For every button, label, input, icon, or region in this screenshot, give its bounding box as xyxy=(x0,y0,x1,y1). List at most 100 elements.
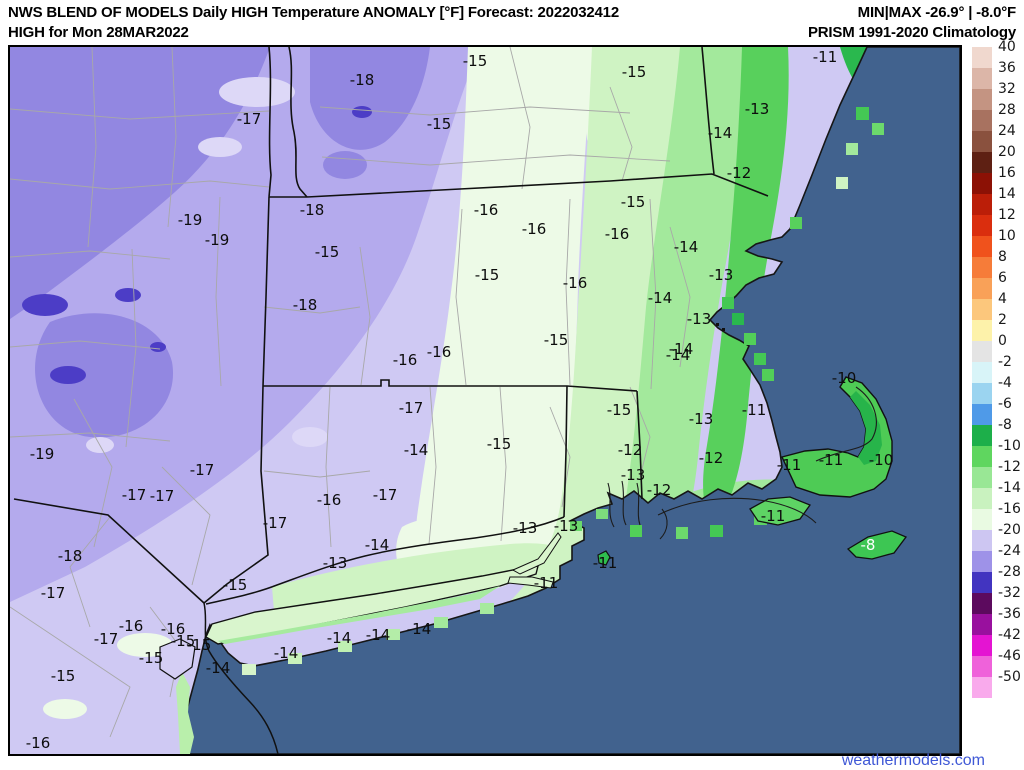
map-anomaly-label: -10 xyxy=(869,451,894,469)
colorbar-label: -4 xyxy=(998,375,1012,391)
cape-cod xyxy=(781,376,893,498)
colorbar-row: 12 xyxy=(972,207,1024,236)
map-anomaly-label: -16 xyxy=(161,620,186,638)
colorbar-row: -12 xyxy=(972,459,1024,488)
map-anomaly-label: -15 xyxy=(139,649,164,667)
valid-time-label: HIGH for Mon 28MAR2022 xyxy=(8,24,189,41)
map-anomaly-label: -14 xyxy=(666,346,691,364)
map-anomaly-label: -13 xyxy=(621,466,646,484)
nantucket xyxy=(846,530,908,560)
colorbar-label: 12 xyxy=(998,207,1016,223)
colorbar-swatch xyxy=(972,173,992,194)
colorbar-swatch xyxy=(972,320,992,341)
map-anomaly-label: -17 xyxy=(399,399,424,417)
colorbar-label: -28 xyxy=(998,564,1021,580)
colorbar-swatch xyxy=(972,614,992,635)
map-anomaly-label: -11 xyxy=(742,401,767,419)
map-anomaly-label: -17 xyxy=(263,514,288,532)
colorbar-label: 28 xyxy=(998,102,1016,118)
map-anomaly-label: -13 xyxy=(745,100,770,118)
map-anomaly-label: -16 xyxy=(427,343,452,361)
map-frame: -18 -17 -15 -15 -15 -11 -13 -14 -12 -19 -19 -18 -15-… xyxy=(8,45,962,756)
minmax-readout: MIN|MAX -26.9° | -8.0°F xyxy=(857,4,1017,21)
colorbar-row: 36 xyxy=(972,60,1024,89)
map-anomaly-label: -12 xyxy=(618,441,643,459)
map-anomaly-label: -16 xyxy=(605,225,630,243)
colorbar-swatch xyxy=(972,593,992,614)
anomaly-band-deep-purple xyxy=(323,151,367,179)
colorbar-row: -4 xyxy=(972,375,1024,404)
map-anomaly-label: -14 xyxy=(274,644,299,662)
map-anomaly-label: -15 xyxy=(187,636,212,654)
map-anomaly-label: -16 xyxy=(393,351,418,369)
colorbar-row: -14 xyxy=(972,480,1024,509)
colorbar-row: -42 xyxy=(972,627,1024,656)
map-anomaly-label: -13 xyxy=(689,410,714,428)
weathermodels-link[interactable]: weathermodels.com xyxy=(841,752,985,769)
colorbar-swatch xyxy=(972,362,992,383)
header: NWS BLEND OF MODELS Daily HIGH Temperatu… xyxy=(8,3,1016,43)
colorbar-label: 0 xyxy=(998,333,1007,349)
colorbar-row: 2 xyxy=(972,312,1024,341)
colorbar-label: 20 xyxy=(998,144,1016,160)
map-anomaly-label: -17 xyxy=(190,461,215,479)
colorbar-row: -50 xyxy=(972,669,1024,698)
map-anomaly-label: -12 xyxy=(699,449,724,467)
colorbar-row: 8 xyxy=(972,249,1024,278)
colorbar-row: 4 xyxy=(972,291,1024,320)
colorbar-swatch xyxy=(972,572,992,593)
nj-coast-strip xyxy=(176,672,194,754)
anomaly-band-deep-purple xyxy=(35,313,174,438)
map-anomaly-label: -10 xyxy=(832,369,857,387)
map-anomaly-label: -11 xyxy=(593,554,618,572)
map-anomaly-label: -14 xyxy=(327,629,352,647)
map-anomaly-label: -15 xyxy=(621,193,646,211)
colorbar-row: -10 xyxy=(972,438,1024,467)
colorbar-label: 40 xyxy=(998,39,1016,55)
colorbar-swatch xyxy=(972,110,992,131)
block-island xyxy=(597,550,611,566)
colorbar-label: -16 xyxy=(998,501,1021,517)
colorbar-swatch xyxy=(972,425,992,446)
colorbar-swatch xyxy=(972,404,992,425)
county-lines xyxy=(10,47,691,738)
map-anomaly-label: -15 xyxy=(463,52,488,70)
map-anomaly-label: -16 xyxy=(317,491,342,509)
colorbar-label: -12 xyxy=(998,459,1021,475)
map-anomaly-label: -15 xyxy=(607,401,632,419)
map-anomaly-label: -13 xyxy=(554,517,579,535)
colorbar-label: 4 xyxy=(998,291,1007,307)
colorbar-row: 14 xyxy=(972,186,1024,215)
colorbar-label: -42 xyxy=(998,627,1021,643)
pale-pockets xyxy=(86,77,328,453)
colorbar-swatch xyxy=(972,257,992,278)
footer: weathermodels.com xyxy=(0,752,985,770)
colorbar-row: 0 xyxy=(972,333,1024,362)
colorbar-row: -28 xyxy=(972,564,1024,593)
colorbar-swatch xyxy=(972,488,992,509)
colorbar-label: -10 xyxy=(998,438,1021,454)
map-anomaly-label: -13 xyxy=(687,310,712,328)
colorbar-swatch xyxy=(972,677,992,698)
map-anomaly-label: -11 xyxy=(819,451,844,469)
colorbar-label: 36 xyxy=(998,60,1016,76)
colorbar-row: -24 xyxy=(972,543,1024,572)
map-anomaly-label: -15 xyxy=(223,576,248,594)
colorbar-swatch xyxy=(972,194,992,215)
map-anomaly-label: -17 xyxy=(41,584,66,602)
colorbar-label: -24 xyxy=(998,543,1021,559)
map-anomaly-label: -14 xyxy=(365,536,390,554)
map-anomaly-label: -11 xyxy=(777,456,802,474)
colorbar-label: -14 xyxy=(998,480,1021,496)
colorbar-label: 16 xyxy=(998,165,1016,181)
map-anomaly-label: -11 xyxy=(534,574,559,592)
colorbar-row: -8 xyxy=(972,417,1024,446)
colorbar-row: -36 xyxy=(972,606,1024,635)
map-anomaly-label: -13 xyxy=(709,266,734,284)
map-anomaly-label: -16 xyxy=(26,734,51,752)
map-anomaly-label: -18 xyxy=(300,201,325,219)
map-anomaly-label: -15 xyxy=(315,243,340,261)
colorbar-row: -32 xyxy=(972,585,1024,614)
coastal-stairstep-cells xyxy=(242,107,884,675)
colorbar-swatch xyxy=(972,509,992,530)
